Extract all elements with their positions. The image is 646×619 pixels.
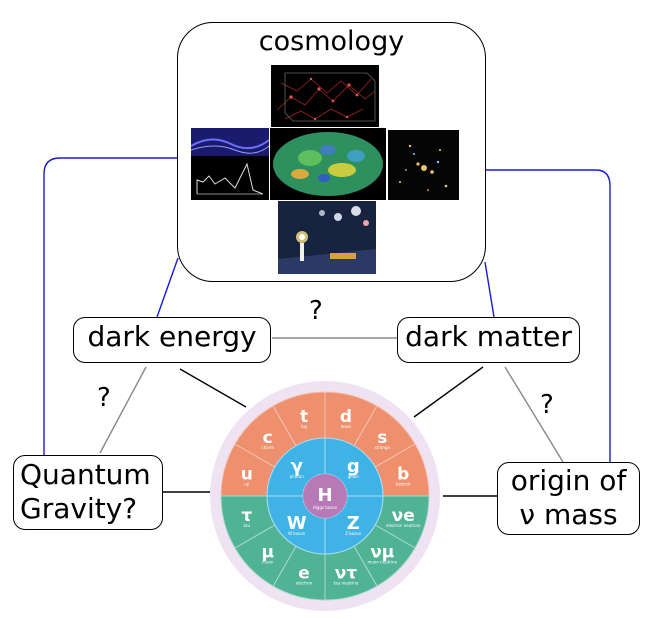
lepton-muon-neutrino-name: muon neutrino [368,560,398,565]
dark-matter-box: dark matter [397,317,580,363]
lepton-tau-neutrino-name: tau neutrino [334,580,359,585]
boson-W-boson-name: W boson [288,531,306,536]
link-dark-energy-quantum-gravity [99,366,147,454]
large-scale-structure-image [271,65,379,127]
boson-W-boson-symbol: W [287,513,307,534]
quark-up-symbol: u [241,464,253,484]
lepton-tau-name: tau [243,523,250,528]
cosmic-candle-illustration-image [278,201,376,274]
higgs-boson-cell [303,474,347,518]
link-cosmology-nu-mass [486,169,611,462]
lepton-tau-symbol: τ [241,506,252,526]
cosmology-title: cosmology [258,26,405,57]
link-cosmology-quantum-gravity [43,157,178,455]
boson-Z-boson-symbol: Z [347,513,360,534]
neutrino-mass-box: origin of ν mass [497,462,640,535]
lepton-tau-neutrino-symbol: ντ [335,563,358,583]
link-cosmology-dark-energy [156,257,179,318]
lepton-electron-neutrino-name: electron neutrino [386,523,421,528]
dark-energy-box: dark energy [73,317,271,363]
cmb-sky-map-image [270,128,386,200]
quark-charm-name: charm [261,445,274,450]
neutrino-mass-label-line1: origin of [510,464,627,497]
supernova-data-plot-image [191,128,269,200]
quark-strange-symbol: s [377,428,387,448]
link-dark-energy-standard-model [179,368,247,408]
higgs-boson-symbol: H [317,485,332,506]
dark-matter-label: dark matter [405,320,572,353]
boson-gluon-name: gluon [348,474,360,479]
question-mark-dark-matter-nu-mass: ? [540,390,554,420]
boson-Z-boson-name: Z boson [345,531,362,536]
neutrino-mass-label-line2: ν mass [519,498,618,531]
lepton-muon-symbol: μ [261,543,274,563]
quark-down-name: down [341,424,352,429]
boson-photon-symbol: γ [291,456,303,477]
quark-strange-name: strange [375,445,391,450]
quark-bottom-name: bottom [396,481,411,486]
link-dark-matter-nu-mass [504,366,564,463]
lepton-muon-neutrino-symbol: νμ [370,543,394,563]
quark-top-symbol: t [300,407,308,427]
quark-charm-symbol: c [263,428,273,448]
link-cosmology-dark-matter [484,261,495,318]
lepton-muon-name: muon [262,560,274,565]
lepton-electron-name: electron [296,580,313,585]
boson-gluon-symbol: g [347,456,360,477]
link-dark-matter-standard-model [413,366,484,418]
quark-down-symbol: d [340,407,352,427]
question-mark-dark-energy-dark-matter: ? [309,296,323,326]
quark-up-name: up [244,481,250,486]
quantum-gravity-label-line1: Quantum [20,458,151,491]
lepton-electron-symbol: e [298,563,310,583]
quark-top-name: top [301,424,308,429]
boson-photon-name: photon [290,474,305,479]
quantum-gravity-label-line2: Gravity? [20,492,138,525]
higgs-boson-name: Higgs boson [313,505,338,510]
dark-energy-label: dark energy [87,320,257,353]
question-mark-dark-energy-quantum-gravity: ? [97,383,111,413]
lepton-electron-neutrino-symbol: νe [392,506,415,526]
quark-bottom-symbol: b [397,464,409,484]
quantum-gravity-box: Quantum Gravity? [13,455,163,530]
galaxy-cluster-image [388,130,459,200]
